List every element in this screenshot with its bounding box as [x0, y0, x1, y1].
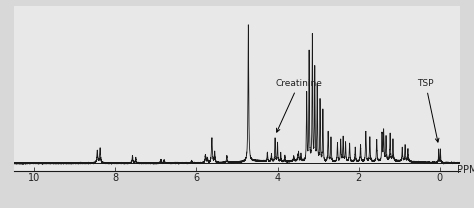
Text: PPM: PPM [456, 165, 474, 175]
Text: Creatinine: Creatinine [275, 79, 322, 132]
Text: TSP: TSP [417, 79, 439, 142]
